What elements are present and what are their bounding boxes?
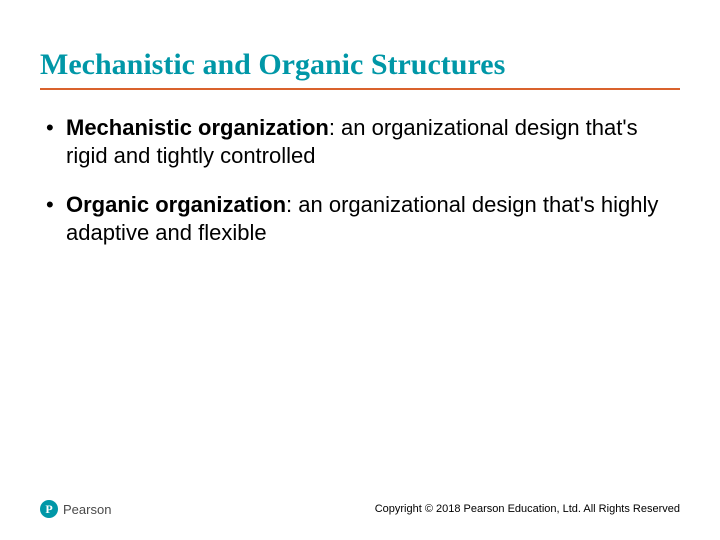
bullet-item: Organic organization: an organizational … <box>46 191 680 246</box>
bullet-list: Mechanistic organization: an organizatio… <box>40 114 680 246</box>
bullet-term: Organic organization <box>66 192 286 217</box>
bullet-term: Mechanistic organization <box>66 115 329 140</box>
bullet-item: Mechanistic organization: an organizatio… <box>46 114 680 169</box>
copyright-text: Copyright © 2018 Pearson Education, Ltd.… <box>375 503 680 515</box>
slide-container: Mechanistic and Organic Structures Mecha… <box>0 0 720 540</box>
pearson-logo: Pearson <box>40 500 111 518</box>
pearson-logo-text: Pearson <box>63 502 111 517</box>
pearson-logo-icon <box>40 500 58 518</box>
slide-footer: Pearson Copyright © 2018 Pearson Educati… <box>0 500 720 518</box>
slide-title: Mechanistic and Organic Structures <box>40 48 680 90</box>
